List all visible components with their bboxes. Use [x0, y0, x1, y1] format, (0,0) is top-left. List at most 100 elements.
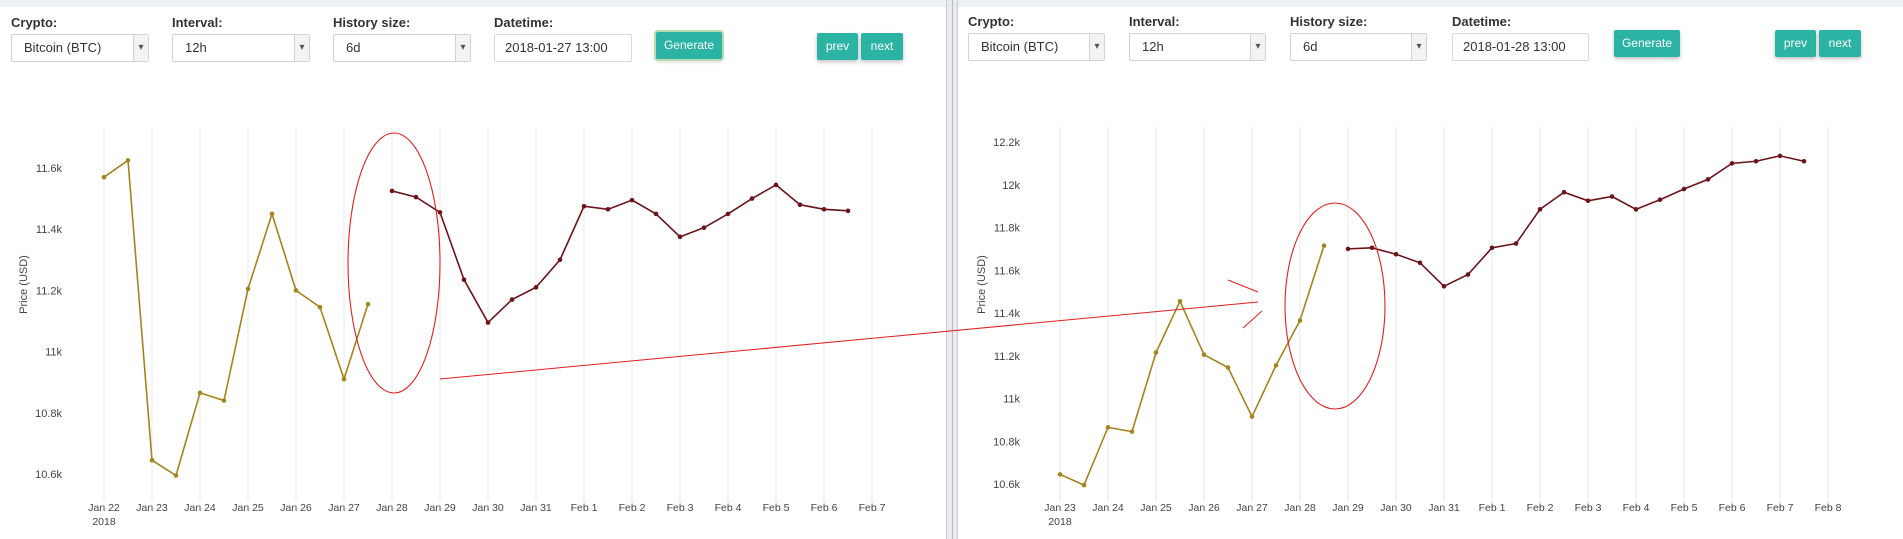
datetime-label: Datetime:: [1452, 14, 1512, 29]
x-tick-year: 2018: [1048, 516, 1072, 528]
divider-line: [952, 0, 953, 539]
forecast-point: [1633, 207, 1639, 212]
crypto-select-value: Bitcoin (BTC): [981, 39, 1059, 54]
history-point: [1297, 318, 1303, 323]
history-point: [1057, 472, 1063, 477]
forecast-point: [1345, 246, 1351, 252]
y-tick-label: 11.4k: [36, 224, 63, 236]
forecast-point: [749, 196, 755, 201]
next-button[interactable]: next: [1819, 30, 1861, 57]
x-tick-label: Jan 27: [328, 502, 360, 514]
history-point: [1105, 425, 1111, 430]
next-button[interactable]: next: [861, 33, 903, 60]
forecast-point: [557, 257, 563, 263]
panel-divider[interactable]: [946, 0, 958, 539]
x-tick-label: Feb 1: [571, 502, 598, 514]
history-point: [1321, 243, 1327, 248]
forecast-point: [1561, 189, 1567, 195]
price-chart-right: Jan 23 Jan 24 Jan 25 Jan 26 Jan 27 Jan 28 Jan …: [976, 127, 1842, 528]
history-point: [1153, 350, 1159, 355]
history-point: [1249, 414, 1255, 419]
x-tick-label: Jan 25: [1140, 502, 1172, 514]
history-size-select[interactable]: 6d ▾: [1290, 33, 1427, 61]
interval-label: Interval:: [172, 15, 223, 30]
history-point: [101, 174, 107, 180]
y-tick-label: 10.8k: [35, 408, 62, 420]
x-tick-label: Feb 2: [1527, 502, 1554, 514]
forecast-point: [1393, 251, 1399, 257]
forecast-point: [677, 234, 683, 240]
y-tick-label: 11.4k: [994, 308, 1021, 320]
x-tick-year: 2018: [92, 516, 116, 528]
forecast-point: [701, 225, 707, 230]
prev-button[interactable]: prev: [1775, 30, 1816, 57]
interval-select[interactable]: 12h ▾: [1129, 33, 1266, 61]
history-point: [365, 301, 371, 307]
y-tick-label: 11k: [1003, 394, 1020, 406]
forecast-point: [1681, 186, 1687, 192]
prev-button[interactable]: prev: [817, 33, 858, 60]
history-size-select-value: 6d: [1303, 39, 1318, 54]
x-tick-label: Feb 2: [619, 502, 646, 514]
x-tick-label: Feb 4: [1623, 502, 1650, 514]
datetime-input[interactable]: 2018-01-28 13:00: [1452, 33, 1589, 61]
generate-button[interactable]: Generate: [1614, 30, 1680, 57]
forecast-series-line: [1347, 155, 1805, 288]
x-tick-label: Jan 28: [1284, 502, 1316, 514]
datetime-input-value: 2018-01-28 13:00: [1463, 39, 1566, 54]
forecast-point: [1369, 245, 1375, 251]
datetime-input-value: 2018-01-27 13:00: [505, 40, 608, 55]
history-point: [1273, 363, 1279, 368]
forecast-point: [461, 277, 467, 282]
y-tick-label: 10.6k: [35, 469, 62, 481]
history-series-line: [103, 158, 369, 477]
forecast-point: [1417, 260, 1423, 266]
price-chart-left: Jan 22 Jan 23 Jan 24 Jan 25 Jan 26 Jan 27 Jan …: [18, 127, 886, 528]
history-point: [1129, 429, 1135, 434]
history-size-select[interactable]: 6d ▾: [333, 34, 471, 62]
forecast-point: [437, 210, 443, 215]
forecast-point: [1585, 198, 1591, 204]
forecast-point: [1705, 177, 1711, 182]
x-tick-label: Feb 6: [1719, 502, 1746, 514]
left-panel: Crypto: Bitcoin (BTC) ▾ Interval: 12h ▾ …: [0, 7, 946, 539]
forecast-point: [389, 188, 395, 194]
y-tick-label: 11.2k: [994, 351, 1021, 363]
history-point: [197, 390, 203, 396]
chevron-down-icon: ▾: [133, 35, 148, 61]
forecast-point: [1465, 272, 1471, 277]
interval-label: Interval:: [1129, 14, 1180, 29]
forecast-point: [1537, 207, 1543, 212]
x-tick-label: Feb 8: [1815, 502, 1842, 514]
datetime-label: Datetime:: [494, 15, 554, 30]
x-tick-label: Feb 3: [1575, 502, 1602, 514]
y-tick-label: 12.2k: [993, 137, 1020, 149]
crypto-select[interactable]: Bitcoin (BTC) ▾: [11, 34, 149, 62]
right-panel: Crypto: Bitcoin (BTC) ▾ Interval: 12h ▾ …: [958, 7, 1903, 539]
forecast-point: [821, 207, 827, 212]
forecast-point: [1777, 153, 1783, 159]
y-tick-label: 11.2k: [36, 285, 63, 297]
x-tick-label: Jan 30: [1380, 502, 1412, 514]
x-tick-label: Jan 31: [1428, 502, 1460, 514]
history-point: [1081, 482, 1087, 488]
datetime-input[interactable]: 2018-01-27 13:00: [494, 34, 632, 62]
forecast-point: [629, 197, 635, 203]
forecast-point: [413, 194, 419, 200]
history-point: [1225, 365, 1231, 370]
crypto-select[interactable]: Bitcoin (BTC) ▾: [968, 33, 1105, 61]
history-size-label: History size:: [333, 15, 411, 30]
history-point: [341, 376, 347, 382]
x-tick-label: Feb 7: [1767, 502, 1794, 514]
forecast-point: [1489, 245, 1495, 251]
x-tick-label: Feb 7: [859, 502, 886, 514]
x-tick-label: Feb 1: [1479, 502, 1506, 514]
generate-button[interactable]: Generate: [656, 32, 722, 59]
history-point: [125, 158, 131, 163]
x-tick-label: Jan 23: [1044, 502, 1076, 514]
interval-select[interactable]: 12h ▾: [172, 34, 310, 62]
interval-select-value: 12h: [1142, 39, 1164, 54]
history-point: [1201, 352, 1207, 357]
x-tick-label: Jan 25: [232, 502, 264, 514]
forecast-point: [581, 203, 587, 209]
